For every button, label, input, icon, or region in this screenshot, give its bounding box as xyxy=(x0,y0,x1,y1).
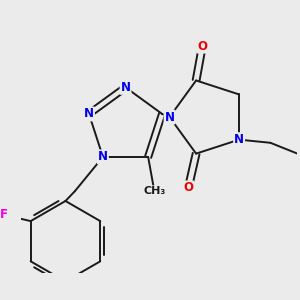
Text: F: F xyxy=(0,208,8,221)
Text: N: N xyxy=(164,110,175,124)
Text: N: N xyxy=(98,150,108,164)
Text: CH₃: CH₃ xyxy=(143,186,166,196)
Text: N: N xyxy=(121,81,130,94)
Text: N: N xyxy=(234,133,244,146)
Text: O: O xyxy=(197,40,207,52)
Text: N: N xyxy=(84,107,94,120)
Text: O: O xyxy=(183,182,193,194)
